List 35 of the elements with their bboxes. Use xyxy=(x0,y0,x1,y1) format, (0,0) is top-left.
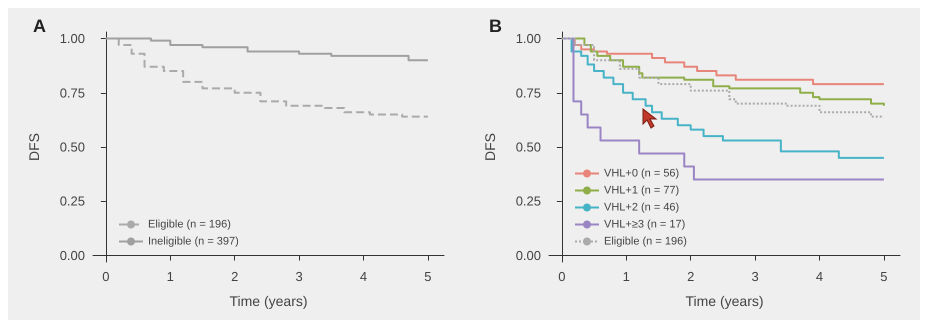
y-axis-title: DFS xyxy=(26,133,42,161)
y-tick-label: 0.25 xyxy=(516,194,541,209)
y-axis-title: DFS xyxy=(482,133,498,161)
legend-label: Eligible (n = 196) xyxy=(148,218,231,230)
y-tick-label: 1.00 xyxy=(60,31,85,46)
x-tick-label: 5 xyxy=(880,269,888,284)
y-tick-label: 0.75 xyxy=(516,85,541,100)
x-tick-label: 4 xyxy=(816,269,824,284)
y-tick-label: 0.75 xyxy=(60,85,85,100)
legend-label: VHL+0 (n = 56) xyxy=(604,168,680,180)
legend-label: Eligible (n = 196) xyxy=(604,236,687,248)
x-tick-label: 2 xyxy=(687,269,694,284)
y-tick-label: 0.50 xyxy=(516,140,541,154)
x-tick-label: 4 xyxy=(360,269,368,284)
x-tick-label: 0 xyxy=(558,269,566,284)
legend-label: Ineligible (n = 397) xyxy=(148,236,239,248)
x-tick-label: 1 xyxy=(622,269,630,284)
chart-title: A xyxy=(33,16,46,36)
x-tick-label: 1 xyxy=(166,269,174,284)
x-tick-label: 0 xyxy=(102,269,110,284)
x-axis-title: Time (years) xyxy=(685,293,764,309)
y-tick-label: 0.50 xyxy=(60,140,85,154)
y-tick-label: 0.00 xyxy=(60,248,85,263)
x-tick-label: 5 xyxy=(424,269,432,284)
legend-label: VHL+2 (n = 46) xyxy=(604,202,680,214)
legend-label: VHL+1 (n = 77) xyxy=(604,184,680,196)
x-tick-label: 3 xyxy=(295,269,303,284)
y-tick-label: 1.00 xyxy=(516,31,541,46)
x-tick-label: 2 xyxy=(231,269,238,284)
chart-title: B xyxy=(489,16,502,36)
y-tick-label: 0.00 xyxy=(516,248,541,263)
legend-label: VHL+≥3 (n = 17) xyxy=(604,218,686,230)
x-axis-title: Time (years) xyxy=(229,293,308,309)
y-tick-label: 0.25 xyxy=(60,194,85,209)
x-tick-label: 3 xyxy=(751,269,759,284)
